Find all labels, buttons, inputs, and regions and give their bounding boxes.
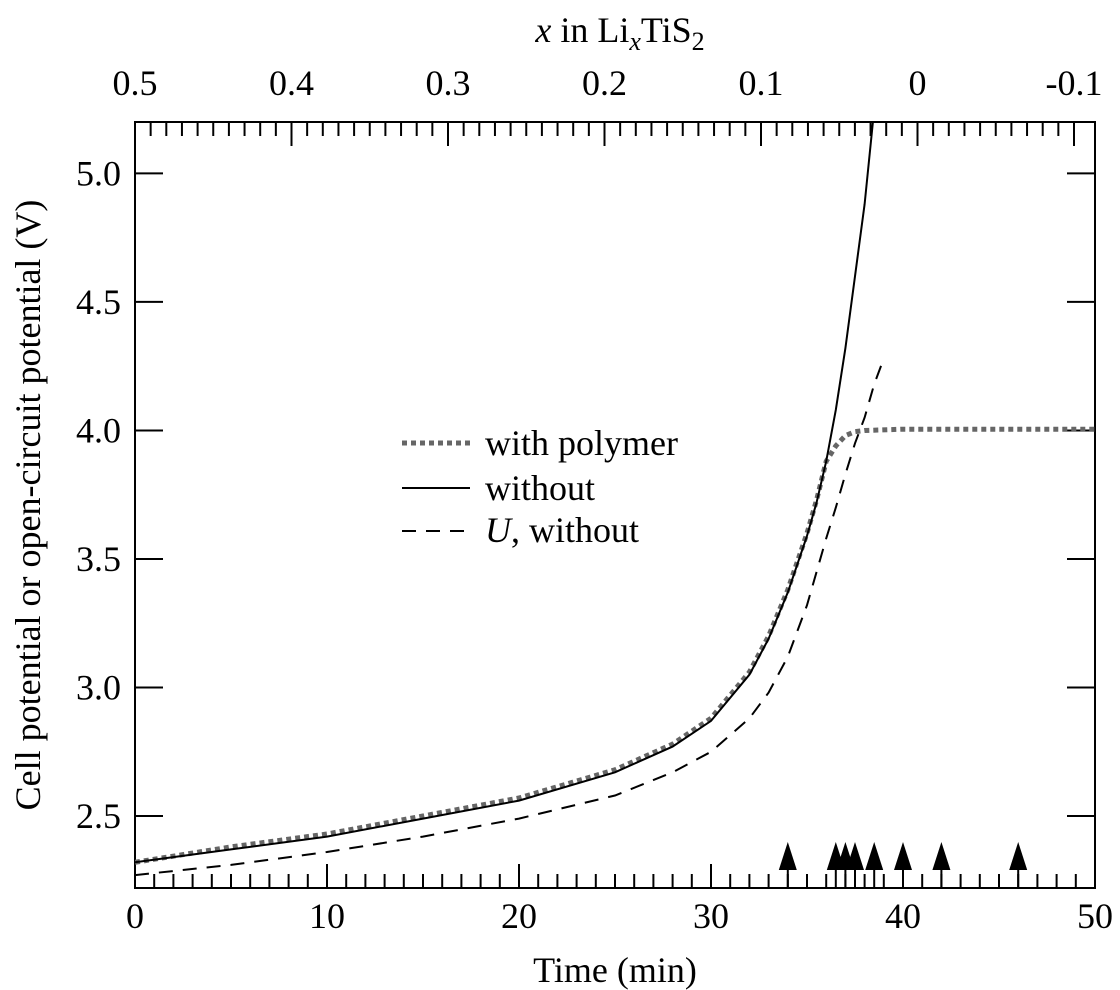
x-top-tick-label: 0.2 bbox=[582, 63, 627, 103]
x-tick-label: 30 bbox=[693, 896, 729, 936]
y-tick-label: 3.0 bbox=[76, 668, 121, 708]
y-tick-label: 5.0 bbox=[76, 153, 121, 193]
x-tick-label: 40 bbox=[885, 896, 921, 936]
legend-label-with-polymer: with polymer bbox=[485, 423, 678, 463]
y-tick-label: 3.5 bbox=[76, 539, 121, 579]
plot-area: 0 10 20 30 40 50 0.5 0.4 0.3 0.2 0.1 0 -0.1 2.5 3.0 3.5… bbox=[76, 63, 1113, 936]
top-title-x: x bbox=[534, 10, 551, 50]
arrow-marker bbox=[1009, 842, 1028, 870]
top-axis-title: x in LixTiS2 bbox=[534, 10, 704, 56]
x-top-tick-label: 0.3 bbox=[426, 63, 471, 103]
arrow-marker bbox=[932, 842, 951, 870]
x-tick-label: 0 bbox=[126, 896, 144, 936]
series-line-u-without bbox=[135, 358, 885, 877]
arrow-markers bbox=[778, 842, 1028, 888]
top-title-tis: TiS bbox=[641, 10, 692, 50]
series-line-without bbox=[135, 122, 874, 864]
top-title-sub-2: 2 bbox=[692, 27, 705, 56]
x-top-tick-label: -0.1 bbox=[1046, 63, 1103, 103]
legend-label-without: without bbox=[485, 468, 595, 508]
x-top-tick-label: 0.5 bbox=[113, 63, 158, 103]
y-tick-label: 4.5 bbox=[76, 282, 121, 322]
arrow-marker bbox=[778, 842, 797, 870]
series-layer bbox=[135, 122, 1095, 877]
x-tick-label: 50 bbox=[1077, 896, 1113, 936]
y-axis-title: Cell potential or open-circuit potential… bbox=[8, 200, 48, 811]
arrow-marker bbox=[846, 842, 864, 870]
x-top-tick-label: 0.1 bbox=[739, 63, 784, 103]
legend-label-u-italic: U bbox=[485, 510, 513, 550]
legend: with polymer without U, without bbox=[402, 423, 678, 550]
x-top-tick-label: 0.4 bbox=[269, 63, 314, 103]
arrow-marker bbox=[865, 842, 884, 870]
x-axis-title: Time (min) bbox=[533, 950, 697, 990]
legend-label-u-without: U, without bbox=[485, 510, 639, 550]
top-title-sub-x: x bbox=[628, 27, 641, 56]
series-line-with-polymer bbox=[135, 426, 1095, 865]
x-tick-label: 10 bbox=[309, 896, 345, 936]
legend-label-u-rest: , without bbox=[511, 510, 639, 550]
y-tick-label: 4.0 bbox=[76, 410, 121, 450]
x-tick-label: 20 bbox=[501, 896, 537, 936]
x-top-tick-label: 0 bbox=[909, 63, 927, 103]
top-title-in: in Li bbox=[551, 10, 629, 50]
y-tick-label: 2.5 bbox=[76, 796, 121, 836]
arrow-marker bbox=[894, 842, 912, 870]
